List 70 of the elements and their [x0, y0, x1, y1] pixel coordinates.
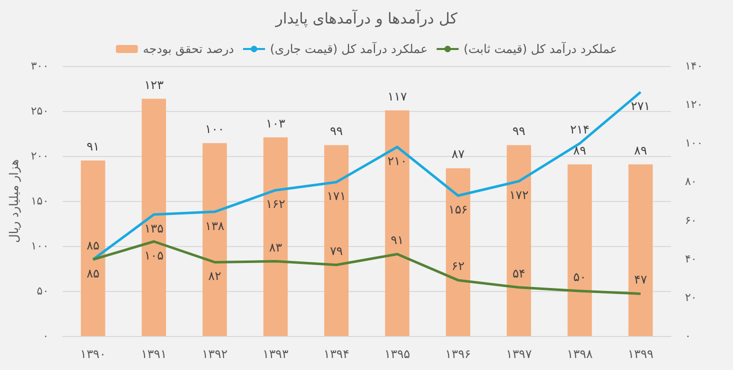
bar	[568, 164, 592, 336]
data-label: ۸۳	[269, 240, 283, 254]
y-axis-title: هزار میلیارد ریال	[7, 159, 21, 243]
data-label: ۸۵	[86, 238, 100, 252]
data-label: ۶۲	[452, 259, 465, 274]
y2-tick-label: ۱۰۰	[685, 136, 703, 150]
y-tick-label: ۲۰۰	[30, 150, 49, 162]
x-tick-label: ۱۳۹۵	[384, 347, 410, 361]
bar	[142, 98, 166, 336]
x-tick-label: ۱۳۹۴	[324, 347, 350, 361]
data-label: ۱۲۳	[144, 78, 164, 92]
data-label: ۸۷	[452, 147, 466, 162]
y2-tick-label: ۱۲۰	[685, 98, 703, 112]
bar	[263, 137, 288, 336]
y-tick-label: ۲۵۰	[30, 104, 49, 118]
y-tick-label: ۵۰	[36, 284, 49, 298]
legend-label: عملکرد درآمد کل (قیمت ثابت)	[464, 41, 618, 56]
x-tick-label: ۱۳۹۶	[445, 347, 471, 361]
bar	[385, 110, 410, 336]
data-label: ۹۱	[390, 233, 404, 248]
data-label: ۱۷۲	[509, 188, 529, 202]
x-tick-label: ۱۳۹۰	[80, 347, 106, 361]
data-label: ۲۱۴	[570, 122, 590, 136]
chart-title: کل درآمدها و درآمدهای پایدار	[274, 8, 458, 28]
y-tick-label: ۳۰۰	[30, 60, 49, 72]
x-tick-label: ۱۳۹۱	[140, 347, 167, 361]
data-label: ۱۰۳	[266, 116, 286, 130]
data-label: ۲۱۰	[388, 154, 407, 168]
data-label: ۱۰۰	[205, 122, 224, 136]
data-label: ۱۱۷	[388, 89, 408, 104]
legend-label: عملکرد درآمد کل (قیمت جاری)	[270, 41, 428, 56]
y-tick-label: ۱۰۰	[30, 240, 49, 252]
bar	[446, 168, 470, 336]
y2-tick-label: ۴۰	[685, 252, 697, 266]
data-label: ۱۷۱	[326, 189, 346, 204]
y2-tick-label: ۸۰	[685, 175, 697, 188]
x-tick-label: ۱۳۹۳	[262, 347, 289, 361]
y2-tick-label: ۱۴۰	[685, 60, 703, 72]
data-label: ۸۹	[573, 143, 586, 158]
data-label: ۸۵	[86, 266, 100, 280]
x-tick-label: ۱۳۹۸	[566, 347, 594, 361]
x-tick-label: ۱۳۹۲	[202, 347, 228, 361]
bar	[506, 145, 532, 336]
y-tick-label: ۱۵۰	[30, 194, 49, 208]
data-label: ۷۹	[330, 244, 343, 258]
data-label: ۲۷۱	[630, 99, 650, 114]
data-label: ۸۲	[208, 269, 222, 284]
data-label: ۱۶۲	[266, 197, 286, 212]
data-label: ۱۳۵	[144, 222, 164, 236]
data-label: ۹۹	[512, 124, 526, 138]
data-label: ۱۳۸	[205, 218, 225, 233]
y2-tick-label: ۲۰	[685, 290, 697, 304]
y2-tick-label: ۰	[685, 330, 691, 342]
y-tick-label: ۰	[42, 330, 49, 342]
data-label: ۵۴	[512, 266, 526, 280]
data-label: ۹۱	[86, 140, 100, 154]
data-label: ۵۰	[573, 270, 586, 284]
data-label: ۸۹	[634, 143, 648, 158]
legend-label: درصد تحقق بودجه	[142, 42, 234, 56]
y2-tick-label: ۶۰	[685, 214, 697, 227]
x-tick-label: ۱۳۹۷	[506, 347, 532, 361]
bar	[324, 145, 349, 336]
data-label: ۹۹	[330, 124, 343, 138]
bar	[628, 164, 653, 336]
x-tick-label: ۱۳۹۹	[628, 347, 654, 361]
data-label: ۱۵۶	[448, 202, 468, 217]
bar	[80, 160, 106, 336]
data-label: ۱۰۵	[144, 248, 164, 262]
data-label: ۴۷	[634, 272, 648, 287]
bar	[202, 143, 227, 336]
